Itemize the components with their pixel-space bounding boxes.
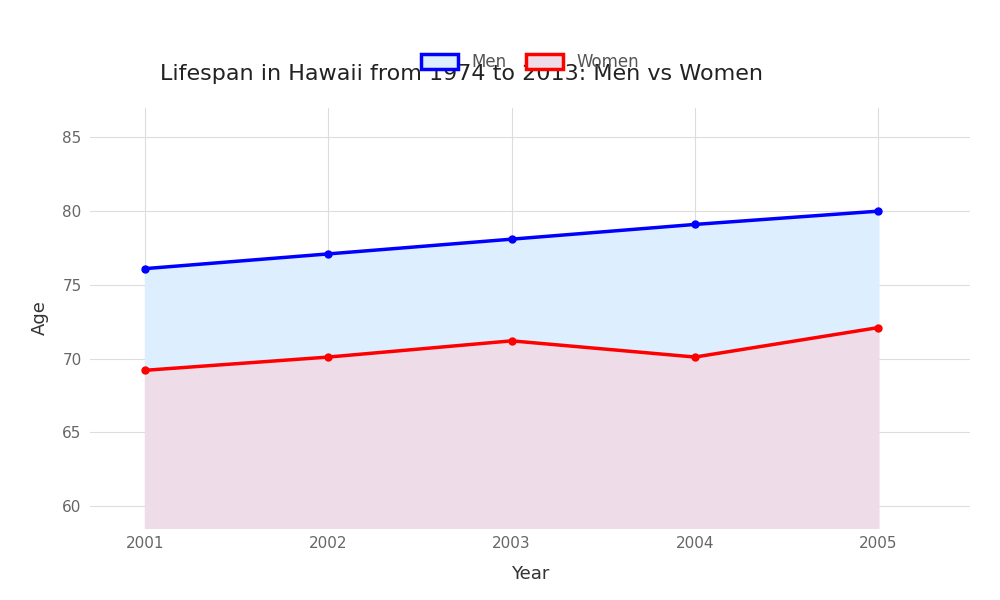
Legend: Men, Women: Men, Women [421, 53, 639, 71]
Y-axis label: Age: Age [30, 301, 48, 335]
Text: Lifespan in Hawaii from 1974 to 2013: Men vs Women: Lifespan in Hawaii from 1974 to 2013: Me… [160, 64, 763, 84]
X-axis label: Year: Year [511, 565, 549, 583]
